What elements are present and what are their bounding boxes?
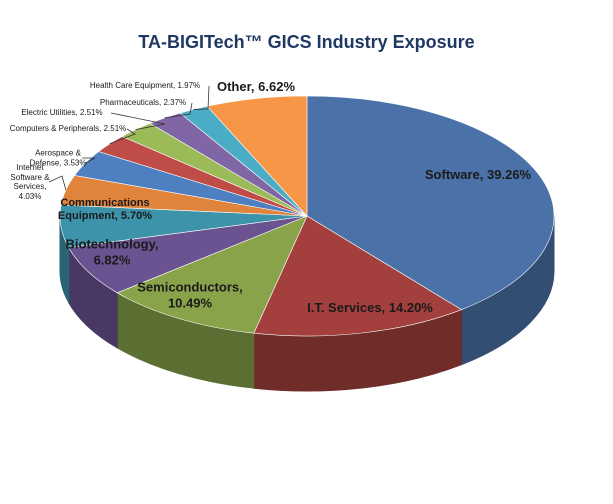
data-label: Computers & Peripherals, 2.51% — [9, 124, 127, 134]
leader-line — [164, 102, 193, 119]
data-label: Aerospace & Defense, 3.53% — [29, 148, 87, 167]
data-label: I.T. Services, 14.20% — [307, 300, 433, 316]
slice — [68, 215, 308, 294]
data-label: Communications Equipment, 5.70% — [57, 196, 153, 222]
data-label: Health Care Equipment, 1.97% — [89, 81, 201, 91]
slice — [116, 215, 308, 334]
data-label: Electric Utilities, 2.51% — [21, 108, 103, 118]
data-label: Software, 39.26% — [424, 167, 532, 183]
data-label: Biotechnology, 6.82% — [65, 236, 159, 267]
leader-line — [110, 112, 166, 131]
data-label: Other, 6.62% — [216, 79, 296, 95]
slice — [206, 95, 308, 217]
chart-title: TA-BIGITech™ GICS Industry Exposure — [138, 32, 475, 52]
slice — [306, 95, 555, 311]
leader-line — [48, 175, 67, 191]
data-label: Pharmaceuticals, 2.37% — [99, 98, 187, 108]
leader-line — [109, 128, 136, 145]
slice — [253, 215, 463, 337]
leader-line — [82, 157, 96, 164]
leader-line — [193, 85, 210, 110]
data-label: Semiconductors, 10.49% — [137, 279, 243, 310]
data-label: Internet Software & Services, 4.03% — [10, 162, 50, 201]
